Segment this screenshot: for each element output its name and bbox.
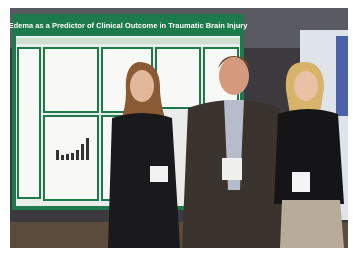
poster-title: Edema as a Predictor of Clinical Outcome… [9,21,249,30]
bar-icon [86,138,89,160]
badge [150,166,168,182]
trousers [280,200,344,248]
bar-icon [66,154,69,160]
body [108,113,180,248]
poster-authors [16,38,240,44]
badge [222,158,242,180]
bar-icon [71,153,74,160]
page: Edema as a Predictor of Clinical Outcome… [0,0,353,254]
panel [156,48,200,108]
badge [292,172,310,192]
bar-icon [81,144,84,160]
panel [44,48,98,112]
bar-icon [76,150,79,160]
face [294,71,318,101]
bar-icon [56,150,59,160]
photo: Edema as a Predictor of Clinical Outcome… [0,0,353,254]
second-poster-panel [336,36,348,116]
face [130,70,154,102]
face [219,57,249,95]
panel [18,48,40,198]
bar-icon [61,155,64,160]
